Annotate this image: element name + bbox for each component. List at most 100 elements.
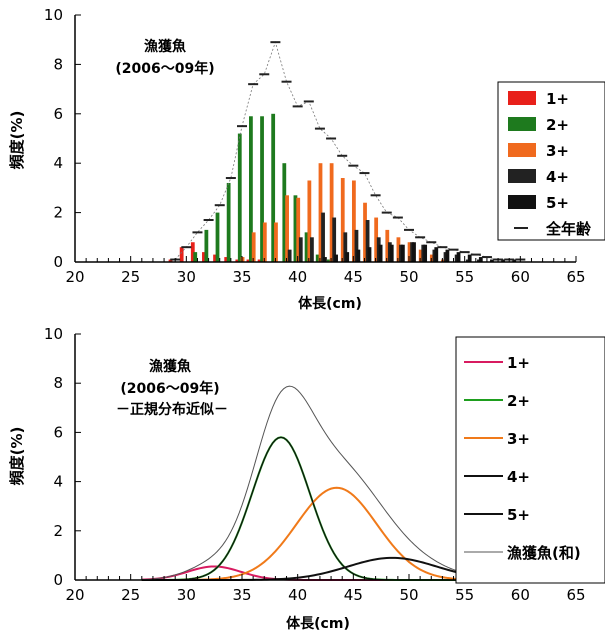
chart-title: 漁獲魚: [149, 358, 191, 375]
bar-5+: [478, 257, 483, 262]
bar-3+: [429, 254, 434, 262]
y-tick-label: 0: [53, 253, 63, 271]
x-tick-label: 50: [399, 586, 418, 604]
chart-title: 漁獲魚: [144, 38, 186, 55]
x-tick-label: 50: [399, 268, 418, 286]
bar-2+: [304, 232, 309, 262]
x-tick-label: 60: [511, 586, 530, 604]
x-tick-label: 30: [177, 268, 196, 286]
bar-4+: [287, 249, 292, 262]
histogram-chart: 20 25 30 35 40 45 50 55 60 65 0 2 4 6 8 10 漁獲魚 (2006～09…: [8, 6, 605, 312]
bar-3+: [240, 257, 245, 262]
bar-5+: [501, 259, 505, 262]
bar-3+: [374, 217, 379, 262]
y-tick-label: 4: [53, 154, 63, 172]
bar-2+: [226, 182, 231, 262]
x-tick-label: 25: [121, 586, 140, 604]
bar-5+: [467, 254, 472, 262]
bar-5+: [434, 247, 439, 262]
y-tick-label: 10: [44, 6, 63, 24]
bar-5+: [512, 259, 517, 262]
bars-layer: [168, 113, 517, 263]
bar-5+: [445, 249, 450, 262]
bar-1+: [246, 259, 251, 262]
bar-3+: [285, 195, 289, 262]
bar-5+: [456, 252, 461, 262]
bar-2+: [315, 254, 320, 262]
legend-label: 4+: [507, 468, 530, 486]
bar-5+: [323, 257, 327, 262]
bar-2+: [237, 133, 242, 262]
bar-1+: [202, 252, 206, 262]
legend-label: 3+: [507, 430, 530, 448]
x-tick-label: 55: [455, 586, 474, 604]
bar-5+: [356, 249, 361, 262]
legend-swatch: [508, 195, 536, 209]
bar-3+: [407, 242, 412, 262]
bar-2+: [326, 259, 331, 262]
bar-5+: [490, 259, 494, 262]
x-tick-label: 45: [344, 268, 363, 286]
bar-3+: [329, 163, 334, 262]
bar-5+: [423, 244, 428, 262]
y-tick-label: 0: [53, 571, 63, 589]
x-tick-label: 20: [65, 586, 84, 604]
x-axis-label: 体長(cm): [298, 295, 362, 312]
bar-5+: [400, 244, 405, 262]
x-tick-label: 60: [511, 268, 530, 286]
y-tick-label: 6: [53, 423, 63, 441]
bar-1+: [168, 259, 173, 262]
legend: 1+ 2+ 3+ 4+ 5+ 漁獲魚(和): [455, 336, 605, 584]
bar-5+: [378, 244, 383, 262]
legend-label: 5+: [546, 194, 569, 212]
bar-2+: [249, 116, 253, 263]
bar-3+: [262, 222, 267, 262]
legend-swatch: [508, 117, 536, 131]
y-tick-label: 8: [53, 55, 63, 73]
total-line-layer: [170, 40, 526, 261]
bar-4+: [354, 229, 359, 262]
bar-3+: [396, 237, 401, 262]
x-tick-label: 25: [121, 268, 140, 286]
legend: 1+ 2+ 3+ 4+ 5+ 全年齢: [497, 81, 605, 241]
legend-label: 1+: [546, 90, 569, 108]
bar-5+: [334, 254, 338, 262]
x-tick-label: 40: [288, 586, 307, 604]
x-tick-label: 20: [65, 268, 84, 286]
bar-5+: [412, 242, 416, 262]
bar-1+: [190, 242, 195, 262]
legend-box: [497, 81, 605, 241]
total-line: [174, 40, 521, 260]
bar-2+: [215, 212, 220, 262]
x-tick-label: 55: [455, 268, 474, 286]
bar-2+: [260, 116, 264, 263]
x-tick-label: 35: [232, 586, 251, 604]
y-tick-label: 8: [53, 374, 63, 392]
bar-3+: [307, 180, 312, 262]
bar-2+: [282, 163, 287, 262]
y-axis-label: 頻度(%): [8, 427, 26, 486]
x-tick-label: 35: [232, 268, 251, 286]
legend-swatch: [508, 143, 536, 157]
bar-1+: [224, 257, 229, 262]
legend-swatch: [508, 169, 536, 183]
bar-4+: [321, 212, 325, 262]
bar-5+: [345, 252, 350, 262]
x-tick-label: 40: [288, 268, 307, 286]
legend-box: [455, 336, 605, 584]
bar-4+: [332, 217, 337, 262]
bar-1+: [179, 247, 184, 262]
y-axis-label: 頻度(%): [8, 111, 26, 170]
bar-4+: [298, 237, 303, 262]
legend-label: 漁獲魚(和): [507, 544, 581, 562]
bar-1+: [235, 259, 240, 262]
y-tick-label: 10: [44, 325, 63, 343]
bar-3+: [318, 163, 323, 262]
legend-label: 2+: [507, 392, 530, 410]
bar-3+: [351, 180, 356, 262]
bar-2+: [204, 229, 209, 262]
bar-3+: [274, 222, 278, 262]
bar-2+: [271, 113, 276, 262]
chart-note: －正規分布近似－: [116, 401, 228, 418]
